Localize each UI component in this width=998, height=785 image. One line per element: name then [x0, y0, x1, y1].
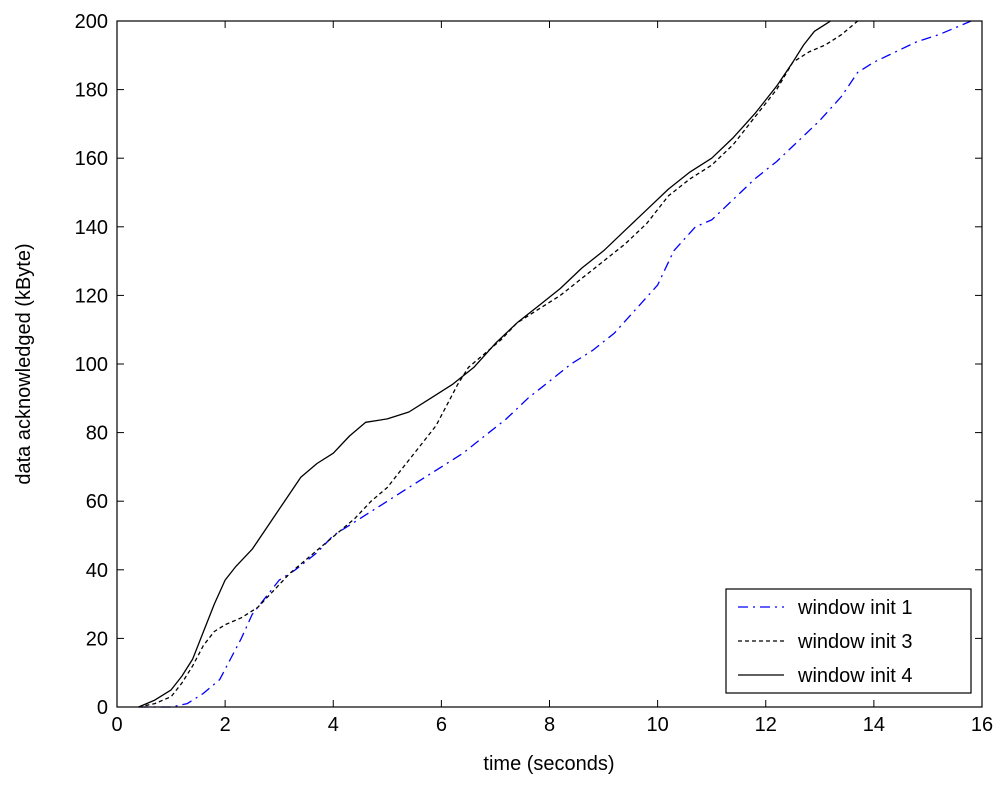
x-tick-label: 8: [544, 714, 555, 736]
plot-frame: [116, 20, 983, 708]
legend-label-window-init-4: window init 4: [797, 665, 913, 687]
y-tick-label: 200: [75, 11, 108, 33]
x-axis-label: time (seconds): [483, 753, 614, 775]
x-tick-label: 10: [647, 714, 669, 736]
y-tick-label: 100: [75, 354, 108, 376]
y-tick-label: 20: [86, 628, 108, 650]
x-tick-label: 0: [111, 714, 122, 736]
series-layer: [138, 20, 972, 708]
x-tick-label: 14: [863, 714, 885, 736]
series-line-window-init-1: [138, 20, 972, 708]
x-tick-label: 4: [328, 714, 339, 736]
y-tick-label: 180: [75, 80, 108, 102]
legend-label-window-init-3: window init 3: [797, 631, 913, 653]
y-tick-label: 140: [75, 217, 108, 239]
series-line-window-init-3: [138, 20, 859, 708]
y-tick-label: 160: [75, 148, 108, 170]
x-tick-label: 2: [220, 714, 231, 736]
legend-label-window-init-1: window init 1: [797, 597, 913, 619]
y-tick-label: 40: [86, 560, 108, 582]
y-tick-label: 120: [75, 285, 108, 307]
y-tick-label: 0: [97, 697, 108, 719]
y-tick-label: 60: [86, 491, 108, 513]
series-line-window-init-4: [138, 20, 831, 708]
y-tick-label: 80: [86, 423, 108, 445]
x-tick-label: 6: [436, 714, 447, 736]
x-tick-label: 12: [755, 714, 777, 736]
legend: window init 1 window init 3 window init …: [725, 588, 972, 694]
x-tick-label: 16: [971, 714, 993, 736]
y-axis-label: data acknowledged (kByte): [13, 243, 35, 484]
